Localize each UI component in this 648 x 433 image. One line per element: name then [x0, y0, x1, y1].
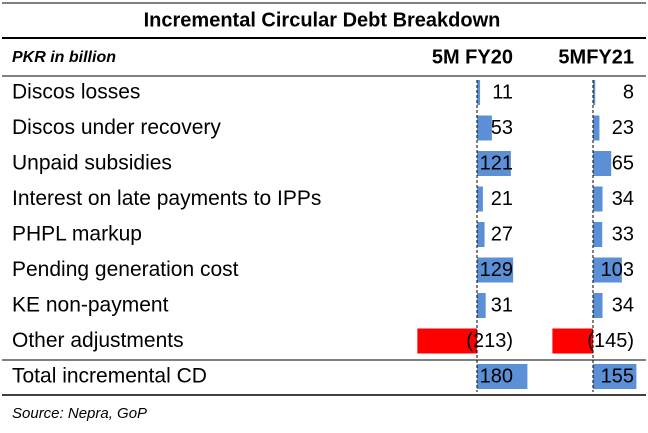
- row-label: Discos under recovery: [12, 116, 221, 139]
- row-label: Unpaid subsidies: [12, 152, 172, 175]
- data-bar: [593, 293, 603, 318]
- data-bar: [593, 364, 637, 389]
- value-label: 34: [612, 188, 634, 210]
- data-bar: [593, 115, 600, 141]
- row-label: Other adjustments: [12, 329, 184, 352]
- value-label: 180: [480, 365, 513, 387]
- unit-label: PKR in billion: [12, 49, 116, 66]
- data-bar: [477, 364, 528, 389]
- value-label: 121: [480, 152, 513, 174]
- chart-title: Incremental Circular Debt Breakdown: [144, 9, 501, 31]
- value-label: 65: [612, 152, 634, 174]
- value-label: 27: [491, 223, 513, 245]
- row-label: PHPL markup: [12, 223, 142, 246]
- value-label: 155: [601, 365, 634, 387]
- value-label: (213): [466, 330, 513, 352]
- value-label: 33: [612, 223, 634, 245]
- value-label: 34: [612, 294, 634, 316]
- data-bar: [477, 80, 481, 105]
- data-bar: [552, 328, 593, 354]
- value-label: 8: [623, 81, 634, 103]
- value-label: (145): [587, 330, 634, 352]
- data-bar: [417, 328, 477, 354]
- source-note: Source: Nepra, GoP: [12, 405, 147, 422]
- data-bar: [477, 186, 483, 212]
- row-label: Discos losses: [12, 81, 140, 104]
- row-label: Pending generation cost: [12, 258, 239, 281]
- data-bar: [593, 257, 622, 283]
- row-label: Total incremental CD: [12, 365, 207, 388]
- data-bar: [477, 257, 514, 283]
- data-bar: [593, 186, 603, 212]
- data-bar: [593, 222, 603, 247]
- row-label: Interest on late payments to IPPs: [12, 187, 321, 210]
- value-label: 53: [491, 117, 513, 139]
- data-bar: [593, 80, 596, 105]
- value-label: 23: [612, 117, 634, 139]
- data-bar: [477, 293, 486, 318]
- value-label: 103: [601, 259, 634, 281]
- value-label: 31: [491, 294, 513, 316]
- value-label: 21: [491, 188, 513, 210]
- data-bar: [477, 115, 492, 141]
- row-label: KE non-payment: [12, 294, 169, 317]
- value-label: 11: [492, 81, 513, 103]
- data-bar: [477, 222, 485, 247]
- value-label: 129: [480, 259, 513, 281]
- data-bar: [593, 151, 612, 176]
- data-bar: [477, 151, 511, 176]
- column-header: 5M FY20: [432, 46, 513, 68]
- column-header: 5MFY21: [558, 46, 634, 68]
